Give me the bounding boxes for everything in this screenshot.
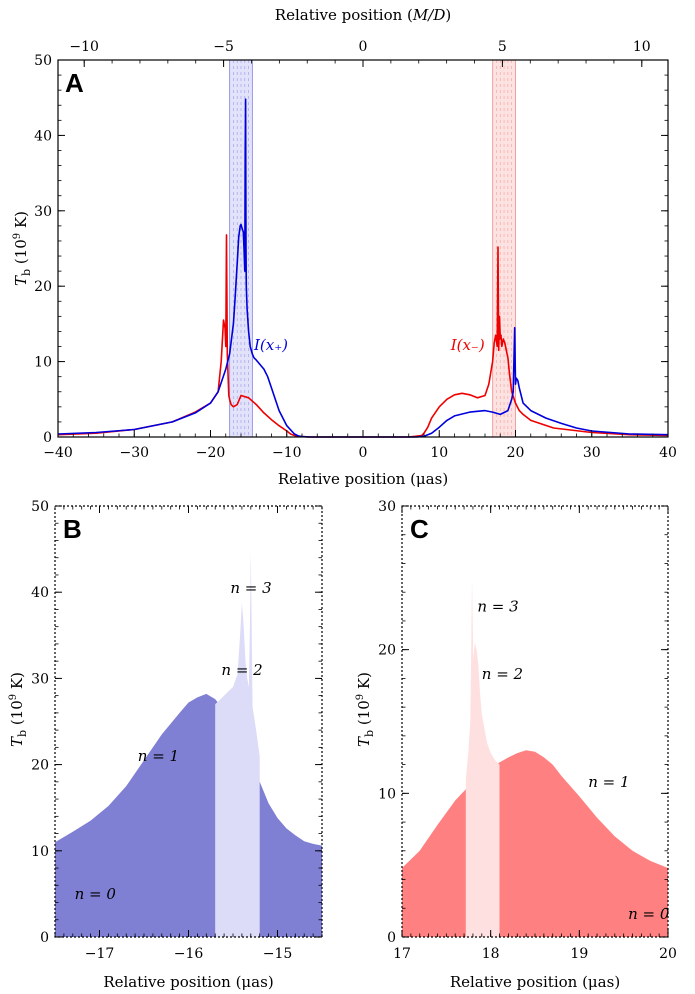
panel-b-ytick-label: 20 [31, 758, 49, 774]
x2label-text: Relative position ( [275, 6, 413, 24]
ylabel-close: K) [8, 672, 26, 694]
x2label-ratio: M/D [412, 6, 445, 24]
panel-b-ytick-label: 50 [31, 499, 49, 515]
ylabel-close: K) [12, 211, 30, 233]
panel-a-letter: A [65, 68, 84, 98]
panel-b-ytick-label: 10 [31, 844, 49, 860]
x2label-close: ) [445, 6, 451, 24]
panel-b-xtick-label: −16 [174, 946, 204, 962]
ylabel-open: (10 [12, 239, 30, 269]
panel-a-xtick-label: 20 [507, 445, 525, 461]
panel-b-ylabel-text: Tb (109 K) [8, 672, 29, 747]
panel-c-annotation: n = 2 [482, 665, 523, 683]
panel-a-xtick-label: 30 [583, 445, 601, 461]
panel-b-xtick-label: −15 [263, 946, 293, 962]
panel-b-ytick-label: 30 [31, 671, 49, 687]
panel-a-ytick-label: 20 [34, 279, 52, 295]
ylabel-sub: b [20, 269, 33, 276]
panel-b-ylabel: Tb (109 K) [8, 672, 29, 747]
panel-b-layers [55, 550, 322, 937]
panel-c-xtick-label: 19 [570, 946, 588, 962]
panel-b-xlabel: Relative position (μas) [103, 973, 273, 991]
series-line-blue [57, 98, 669, 438]
panel-b-annotation: n = 2 [221, 661, 262, 679]
panel-b-annotation: n = 1 [138, 747, 179, 765]
series-line-red [57, 234, 669, 438]
panel-c-annotation: n = 3 [477, 598, 518, 616]
area-layer-n=3 [470, 577, 475, 937]
panel-a-x2tick-label: 5 [498, 39, 507, 55]
area-layer-n=2 [215, 602, 260, 937]
ylabel-symbol: T [8, 736, 26, 747]
panel-a-xtick-label: −40 [43, 445, 73, 461]
ylabel-symbol: T [12, 275, 30, 286]
ylabel-open: (10 [355, 700, 373, 730]
ylabel-sup: 9 [355, 694, 366, 700]
panel-c-annotation: n = 1 [588, 773, 629, 791]
panel-c-ytick-label: 30 [378, 499, 396, 515]
panel-a-xtick-label: 40 [659, 445, 677, 461]
panel-b-xtick-label: −17 [85, 946, 115, 962]
panel-b-letter: B [63, 514, 82, 544]
panel-a-x2tick-label: −10 [69, 39, 99, 55]
panel-c-layers [402, 577, 668, 937]
panel-a-xlabel: Relative position (μas) [278, 470, 448, 488]
ylabel-sup: 9 [8, 694, 19, 700]
panel-c-xtick-label: 17 [393, 946, 411, 962]
ylabel-symbol: T [355, 736, 373, 747]
panel-c-ylabel: Tb (109 K) [355, 672, 376, 747]
annotation-blue: I(x₊) [253, 336, 288, 354]
panel-a-ytick-label: 40 [34, 128, 52, 144]
panel-a-xtick-label: −10 [272, 445, 302, 461]
panel-c-annotation: n = 0 [628, 905, 670, 923]
panel-a-x2tick-label: −5 [213, 39, 234, 55]
panel-c-xtick-label: 20 [659, 946, 677, 962]
panel-c-ytick-label: 20 [378, 643, 396, 659]
panel-b-ytick-label: 40 [31, 585, 49, 601]
panel-a-xtick-label: −30 [119, 445, 149, 461]
panel-c-ytick-label: 10 [378, 786, 396, 802]
panel-c-ylabel-text: Tb (109 K) [355, 672, 376, 747]
panel-c-xlabel: Relative position (μas) [450, 973, 620, 991]
panel-a-ytick-label: 50 [34, 53, 52, 69]
panel-c-xtick-label: 18 [482, 946, 500, 962]
panel-c-ytick-label: 0 [387, 930, 396, 946]
panel-a-x2tick-label: 0 [359, 39, 368, 55]
panel-a-ytick-label: 0 [43, 430, 52, 446]
panel-a-xtick-label: 0 [359, 445, 368, 461]
ylabel-close: K) [355, 672, 373, 694]
panel-a-xtick-label: −20 [196, 445, 226, 461]
annotation-red: I(x₋) [450, 336, 485, 354]
panel-a-x2label: Relative position (M/D) [275, 6, 451, 24]
panel-b-annotation: n = 0 [75, 885, 117, 903]
panel-a-ytick-label: 30 [34, 204, 52, 220]
panel-c-letter: C [410, 514, 429, 544]
panel-a-ylabel: Tb (109 K) [12, 211, 33, 286]
panel-a-background [58, 60, 668, 437]
panel-a-xtick-label: 10 [430, 445, 448, 461]
ylabel-sub: b [16, 730, 29, 737]
panel-b-annotation: n = 3 [230, 579, 271, 597]
panel-b-ytick-label: 0 [40, 930, 49, 946]
ylabel-sub: b [363, 730, 376, 737]
panel-a-ylabel-text: Tb (109 K) [12, 211, 33, 286]
area-layer-n=3 [249, 550, 255, 937]
panel-a-x2tick-label: 10 [633, 39, 651, 55]
ylabel-sup: 9 [12, 233, 23, 239]
panel-a-ytick-label: 10 [34, 355, 52, 371]
ylabel-open: (10 [8, 700, 26, 730]
